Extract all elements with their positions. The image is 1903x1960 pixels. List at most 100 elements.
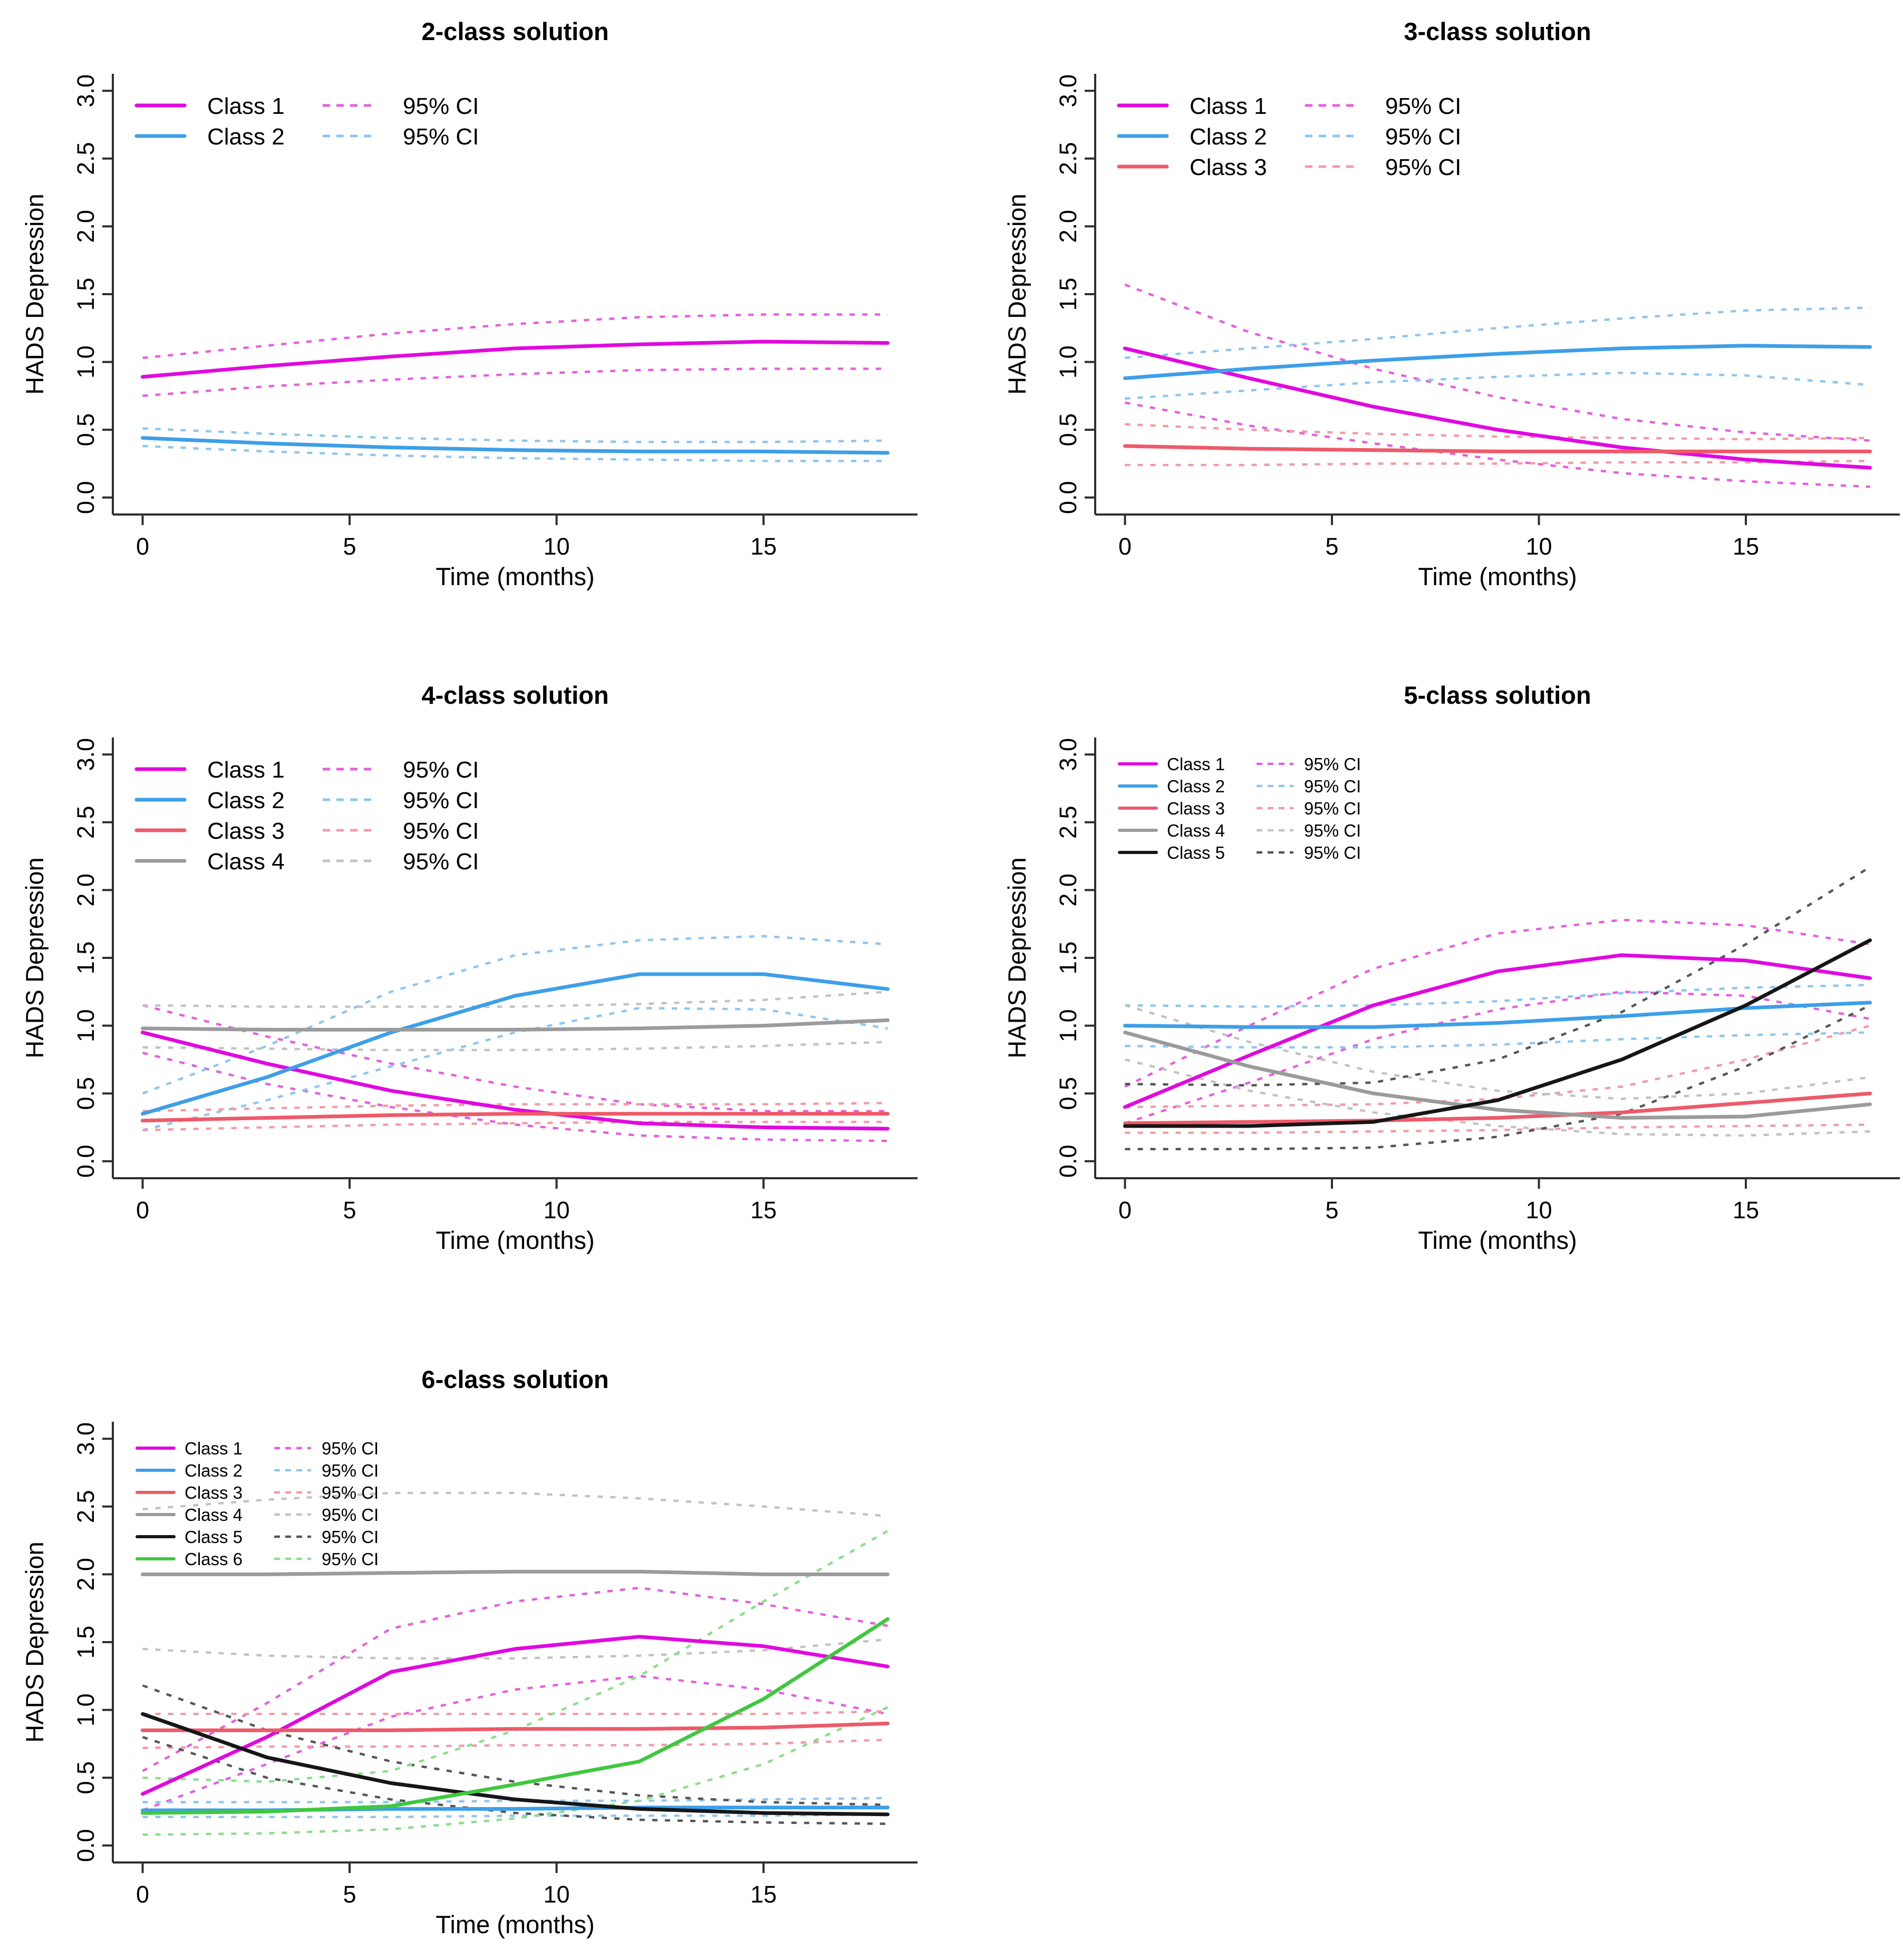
y-tick-label: 1.0	[72, 1009, 99, 1042]
x-tick-label: 0	[136, 1197, 149, 1224]
series-class-1-ci-upper	[142, 313, 888, 360]
series-class-1-ci-upper	[142, 1004, 888, 1112]
series-class-3-line	[141, 1721, 890, 1732]
legend-item: Class 4 95% CI	[136, 1505, 379, 1525]
x-tick-label: 0	[136, 533, 149, 560]
panel-5-class-solution: 5-class solution 0 5 10 15 0.0 0.5 1.0 1.5 2.0 2.5…	[982, 664, 1903, 1323]
y-tick-label: 1.5	[72, 942, 99, 975]
legend-ci-label: 95% CI	[403, 124, 479, 150]
panel-title: 5-class solution	[1404, 681, 1591, 709]
legend-ci-label: 95% CI	[322, 1527, 379, 1547]
panel-2-class-solution: 2-class solution 0 5 10 15 0.0 0.5 1.0 1.5 2.0 2.5…	[0, 0, 954, 659]
y-tick-label: 0.0	[72, 1829, 99, 1862]
series-class-6-ci-upper	[142, 1530, 888, 1783]
legend-ci-label: 95% CI	[403, 757, 479, 783]
series-class-2-ci-upper	[1125, 984, 1870, 1008]
series-class-3-line	[1123, 444, 1872, 453]
legend-ci-label: 95% CI	[1304, 754, 1361, 774]
x-tick-label: 5	[343, 1881, 356, 1908]
series-class-2-ci-upper	[142, 935, 888, 1095]
series-class-2-ci-lower	[1125, 1031, 1870, 1049]
y-tick-label: 3.0	[1055, 74, 1081, 108]
legend-label: Class 1	[207, 757, 285, 783]
y-tick-label: 0.0	[1055, 1145, 1081, 1178]
y-tick-label: 2.0	[1055, 210, 1081, 243]
y-tick-label: 2.0	[72, 210, 99, 243]
y-tick-label: 1.0	[1055, 1009, 1081, 1042]
panel-title: 2-class solution	[421, 17, 608, 45]
series-class-2-ci-lower	[142, 444, 888, 462]
x-axis-label: Time (months)	[436, 1910, 594, 1938]
series-class-1-line	[141, 1635, 890, 1796]
x-tick-label: 10	[543, 1881, 569, 1908]
legend-item: Class 1 95% CI	[1118, 754, 1361, 774]
legend-label: Class 2	[1190, 124, 1267, 150]
chart-4-class-solution: 4-class solution 0 5 10 15 0.0 0.5 1.0 1.5 2.0 2.5…	[21, 681, 917, 1254]
y-tick-label: 0.5	[72, 1077, 99, 1110]
panel-title: 6-class solution	[421, 1365, 608, 1393]
y-tick-label: 3.0	[72, 738, 99, 771]
y-tick-label: 0.0	[72, 481, 99, 515]
y-tick-label: 1.0	[1055, 345, 1081, 379]
legend-label: Class 2	[185, 1461, 243, 1480]
legend-ci-label: 95% CI	[322, 1439, 379, 1458]
y-tick-label: 3.0	[72, 74, 99, 108]
legend-item: Class 4 95% CI	[134, 849, 479, 875]
y-axis-label: HADS Depression	[21, 857, 49, 1058]
legend-ci-label: 95% CI	[322, 1483, 379, 1502]
y-tick-label: 0.0	[1055, 481, 1081, 515]
y-tick-label: 1.5	[72, 278, 99, 311]
legend-item: Class 2 95% CI	[1118, 777, 1361, 796]
legend-item: Class 5 95% CI	[136, 1527, 379, 1547]
legend-ci-label: 95% CI	[403, 849, 479, 875]
series-class-1-line	[1123, 346, 1872, 470]
y-tick-label: 2.5	[72, 806, 99, 839]
y-tick-label: 2.5	[1055, 806, 1081, 839]
x-tick-label: 0	[1118, 533, 1132, 560]
legend-item: Class 2 95% CI	[1117, 124, 1461, 150]
chart-2-class-solution: 2-class solution 0 5 10 15 0.0 0.5 1.0 1.5 2.0 2.5…	[21, 17, 917, 590]
legend-item: Class 1 95% CI	[136, 1439, 379, 1458]
series-class-2-ci-upper	[1125, 306, 1870, 360]
series-class-5-ci-upper	[1125, 866, 1871, 1087]
series-class-2-ci-lower	[142, 1813, 888, 1819]
legend-label: Class 2	[1167, 777, 1225, 796]
legend-item: Class 6 95% CI	[136, 1549, 379, 1569]
series-class-4-ci-lower	[142, 1638, 888, 1660]
legend-label: Class 2	[207, 124, 285, 150]
x-axis-label: Time (months)	[436, 1226, 594, 1254]
series-class-2-ci-lower	[1125, 371, 1870, 400]
series-class-4-ci-lower	[142, 1041, 888, 1052]
legend: Class 1 95% CI Class 2 95% CI Class 3 95% CI	[1117, 93, 1461, 180]
series-class-5-ci-lower	[142, 1735, 888, 1825]
series-class-1-line	[141, 339, 890, 379]
y-tick-label: 0.5	[72, 1761, 99, 1794]
legend-ci-label: 95% CI	[1304, 799, 1361, 818]
legend-label: Class 4	[185, 1505, 243, 1525]
legend-label: Class 1	[1190, 93, 1267, 119]
series-class-1-line	[141, 1031, 890, 1131]
y-tick-label: 0.5	[1055, 413, 1081, 447]
x-tick-label: 5	[1325, 1197, 1338, 1224]
y-axis-label: HADS Depression	[21, 193, 49, 394]
series-class-5-ci-upper	[142, 1684, 888, 1806]
legend-label: Class 1	[185, 1439, 243, 1458]
series-class-2-ci-lower	[142, 1006, 888, 1131]
legend-label: Class 1	[1167, 754, 1225, 774]
x-tick-label: 15	[750, 1881, 777, 1908]
chart-3-class-solution: 3-class solution 0 5 10 15 0.0 0.5 1.0 1.5 2.0 2.5…	[1003, 17, 1900, 590]
panel-title: 3-class solution	[1404, 17, 1591, 45]
series-class-4-ci-upper	[142, 991, 888, 1008]
x-tick-label: 15	[1733, 533, 1759, 560]
y-tick-label: 2.0	[72, 874, 99, 907]
series-class-2-line	[1123, 344, 1872, 380]
series-class-1-ci-lower	[1124, 991, 1870, 1124]
series-class-4-ci-lower	[1124, 1058, 1870, 1137]
legend-ci-label: 95% CI	[1385, 124, 1461, 150]
y-tick-label: 3.0	[1055, 738, 1081, 771]
series-class-2-line	[141, 1806, 890, 1812]
series-class-6-line	[141, 1617, 890, 1815]
